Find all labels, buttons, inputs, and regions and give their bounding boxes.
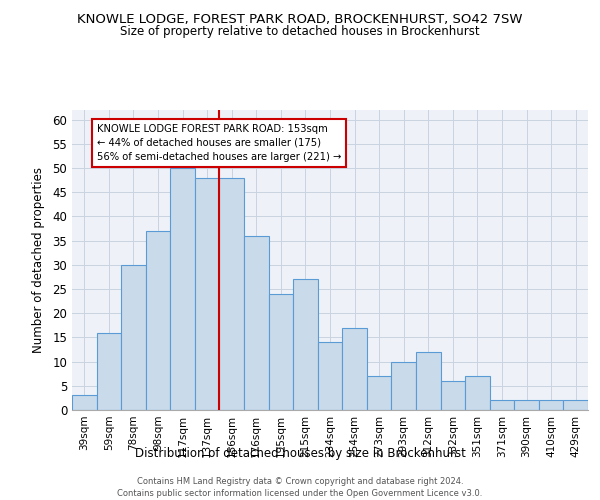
Bar: [416, 352, 440, 410]
Bar: [563, 400, 588, 410]
Bar: [539, 400, 563, 410]
Bar: [465, 376, 490, 410]
Bar: [146, 231, 170, 410]
Bar: [72, 396, 97, 410]
Bar: [391, 362, 416, 410]
Text: Size of property relative to detached houses in Brockenhurst: Size of property relative to detached ho…: [120, 25, 480, 38]
Bar: [514, 400, 539, 410]
Bar: [342, 328, 367, 410]
Text: Distribution of detached houses by size in Brockenhurst: Distribution of detached houses by size …: [134, 448, 466, 460]
Bar: [269, 294, 293, 410]
Bar: [220, 178, 244, 410]
Text: Contains public sector information licensed under the Open Government Licence v3: Contains public sector information licen…: [118, 489, 482, 498]
Bar: [318, 342, 342, 410]
Bar: [440, 381, 465, 410]
Bar: [121, 265, 146, 410]
Bar: [195, 178, 220, 410]
Bar: [367, 376, 391, 410]
Text: KNOWLE LODGE FOREST PARK ROAD: 153sqm
← 44% of detached houses are smaller (175): KNOWLE LODGE FOREST PARK ROAD: 153sqm ← …: [97, 124, 341, 162]
Bar: [170, 168, 195, 410]
Bar: [244, 236, 269, 410]
Bar: [490, 400, 514, 410]
Text: Contains HM Land Registry data © Crown copyright and database right 2024.: Contains HM Land Registry data © Crown c…: [137, 478, 463, 486]
Text: KNOWLE LODGE, FOREST PARK ROAD, BROCKENHURST, SO42 7SW: KNOWLE LODGE, FOREST PARK ROAD, BROCKENH…: [77, 12, 523, 26]
Bar: [97, 332, 121, 410]
Y-axis label: Number of detached properties: Number of detached properties: [32, 167, 46, 353]
Bar: [293, 280, 318, 410]
